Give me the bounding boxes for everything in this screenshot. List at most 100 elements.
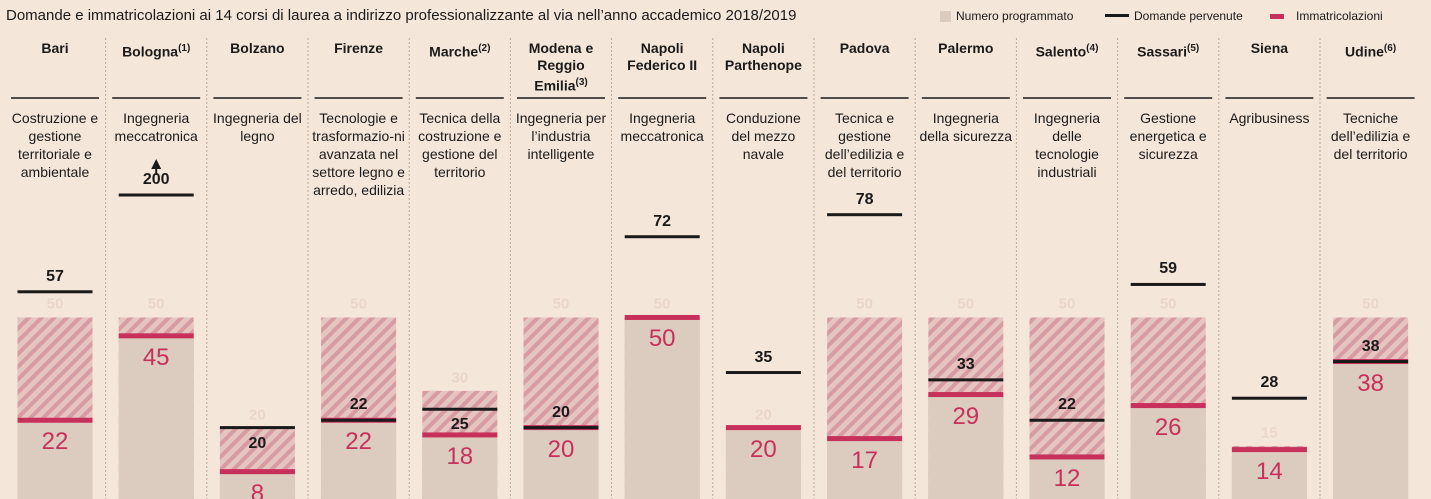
course-name: Tecnologie e trasformazio-ni avanzata ne… [312,110,405,198]
enrolled-label: 20 [547,435,575,463]
enrolled-bar [219,471,295,499]
applications-line [624,235,700,239]
legend-label: Domande pervenute [1134,9,1243,23]
enrolled-bar [1130,405,1206,499]
legend-swatch [940,11,951,22]
applications-line [827,213,903,217]
note: (2) [478,43,491,54]
enrolled-label: 17 [851,446,878,474]
enrolled-bar [1029,456,1105,499]
course-name: Ingegneria della sicurezza [919,110,1013,144]
chart-title: Domande e immatricolazioni ai 14 corsi d… [6,7,797,24]
enrolled-bar [17,420,93,499]
university-label: Bari [41,40,69,56]
university-name: Siena [1223,40,1315,57]
university-label: Salento [1035,43,1087,60]
enrolled-line [827,436,903,442]
applications-label: 72 [653,212,672,230]
course-name: Ingegneria meccatronica [114,110,198,144]
enrolled-line [928,392,1004,398]
enrolled-line [624,314,700,320]
university-name: Bologna(1) [110,40,202,61]
applications-line [725,371,801,375]
enrolled-bar [321,420,397,499]
legend-label: Immatricolazioni [1296,9,1383,23]
enrolled-label: 14 [1256,457,1283,485]
enrolled-bar [827,438,903,499]
course-name: Gestione energetica e sicurezza [1129,110,1207,162]
course-name: Ingegneria per l’industria intelligente [515,110,607,162]
capacity-label: 50 [350,295,367,313]
applications-label: 200 [142,171,170,188]
enrolled-line [118,333,194,339]
capacity-label: 50 [46,295,64,313]
legend-swatch [1105,14,1129,17]
university-name: Napoli Parthenope [717,40,809,74]
enrolled-line [219,469,295,475]
capacity-label: 50 [653,295,671,313]
applications-line [1231,396,1307,400]
enrolled-label: 45 [142,343,170,371]
university-name: Marche(2) [414,40,506,61]
enrolled-line [1029,454,1105,460]
enrolled-label: 26 [1154,413,1182,441]
applications-line [422,407,498,411]
course-name: Ingegneria meccatronica [620,110,704,144]
applications-label: 22 [1058,396,1076,414]
applications-line [219,426,295,430]
capacity-label: 15 [1261,424,1278,442]
enrolled-label: 22 [345,428,372,456]
capacity-label: 20 [249,406,266,424]
applications-label: 28 [1260,374,1279,392]
capacity-label: 50 [1362,295,1379,313]
capacity-label: 20 [755,406,772,424]
legend-label: Numero programmato [956,9,1074,23]
note: (1) [178,43,191,54]
university-label: Sassari [1137,43,1187,60]
capacity-label: 50 [552,295,570,313]
enrolled-label: 29 [952,402,980,430]
capacity-label: 50 [147,295,165,313]
applications-label: 20 [552,403,570,421]
university-label: Bolzano [230,40,285,56]
capacity-label: 50 [957,295,975,313]
enrolled-line [1130,403,1206,409]
enrolled-label: 50 [648,325,676,353]
applications-line [523,426,599,430]
applications-line [928,378,1004,382]
note: (6) [1383,43,1397,54]
university-name: Firenze [313,40,405,57]
enrolled-label: 22 [41,428,69,456]
university-label: Marche [429,43,479,60]
university-name: Bolzano [211,40,303,57]
university-name: Salento(4) [1021,40,1113,61]
university-label: Palermo [938,40,994,56]
enrolled-label: 38 [1357,369,1384,397]
enrolled-bar [624,317,700,499]
university-name: Padova [819,40,911,57]
enrolled-label: 20 [750,435,777,463]
enrolled-bar [118,335,194,499]
applications-line [1029,418,1105,422]
enrolled-line [725,425,801,431]
applications-label: 25 [450,416,469,434]
applications-label: 20 [248,434,267,452]
enrolled-bar [928,394,1004,499]
applications-label: 33 [956,355,975,373]
applications-label: 59 [1159,260,1178,278]
course-name: Ingegneria del legno [213,110,302,144]
capacity-label: 50 [1159,295,1177,313]
enrolled-line [422,432,498,438]
enrolled-bar [523,427,599,499]
university-name: Sassari(5) [1122,40,1214,61]
university-label: Siena [1250,40,1289,56]
university-label: Napoli Federico II [627,40,698,73]
enrolled-label: 12 [1053,464,1081,492]
applications-line [17,290,93,294]
university-name: Udine(6) [1325,40,1417,61]
university-label: Firenze [334,40,384,56]
enrolled-line [1231,447,1307,453]
course-name: Tecniche dell’edilizia e del territorio [1330,110,1411,162]
applications-label: 38 [1361,337,1380,355]
applications-line [321,418,397,422]
